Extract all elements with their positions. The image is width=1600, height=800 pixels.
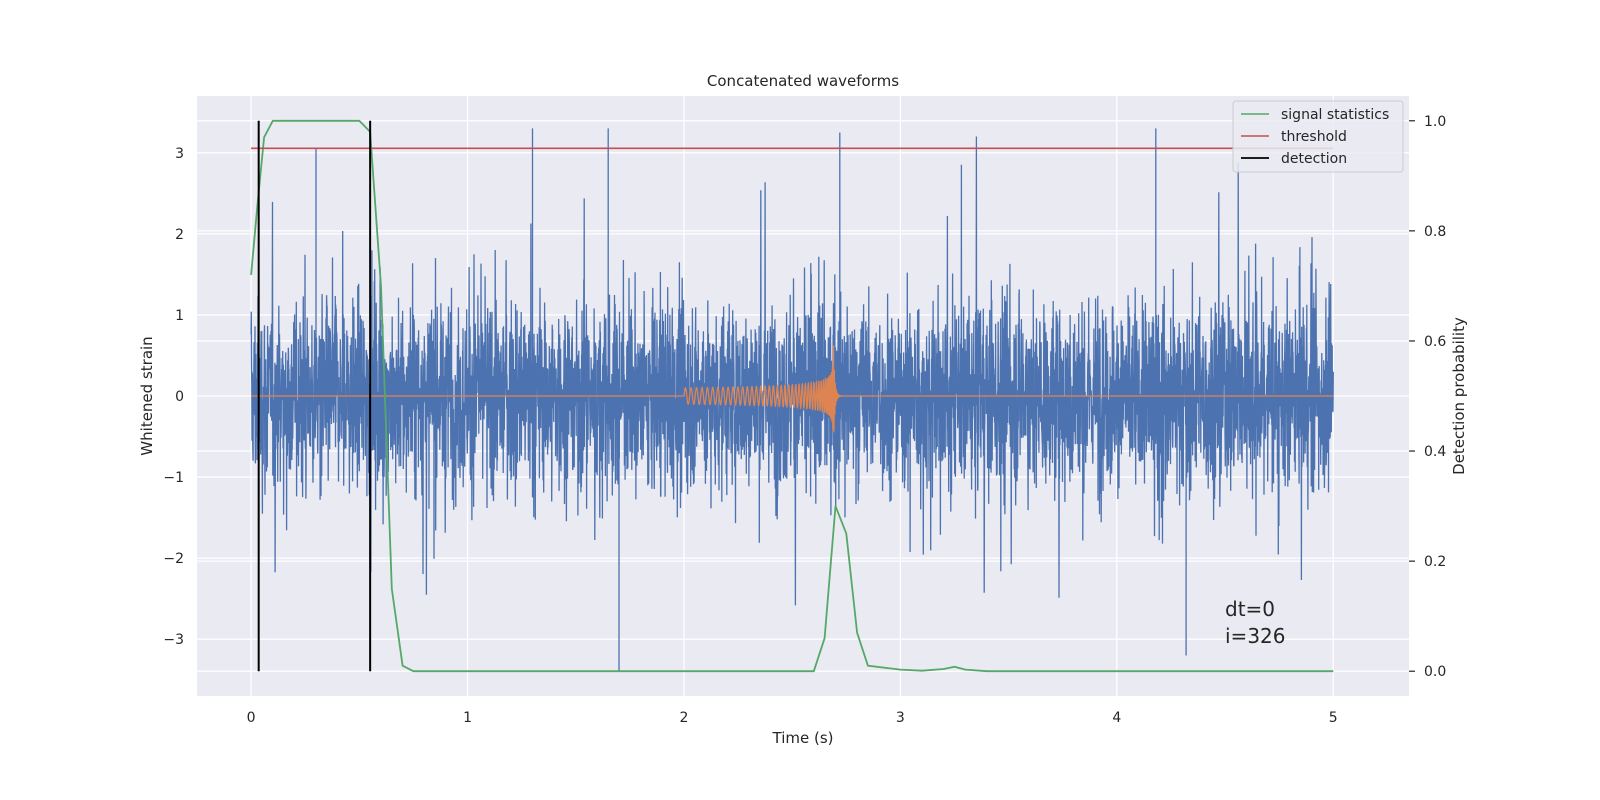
chirp-line [251,345,1334,433]
y2-tick-label: 0.4 [1424,444,1446,460]
y-tick-label: 0 [175,389,184,405]
x-tick-label: 2 [680,710,689,726]
x-tick-label: 1 [463,710,472,726]
y-tick-label: −1 [163,470,184,486]
y2-tick-label: 0.0 [1424,664,1446,680]
x-axis-ticks: 0 1 2 3 4 5 [247,710,1338,726]
y-axis-label: Whitened strain [138,336,156,455]
annotation-index: i=326 [1225,624,1286,648]
y2-axis-label: Detection probability [1450,317,1468,475]
y2-tick-label: 0.6 [1424,334,1446,350]
y2-tick-label: 0.2 [1424,554,1446,570]
legend-label-signal-statistics: signal statistics [1281,107,1389,123]
x-tick-label: 4 [1112,710,1121,726]
signal-statistics-line [250,119,1334,673]
chart-title: Concatenated waveforms [707,72,899,90]
y-tick-label: 1 [175,308,184,324]
x-axis-label: Time (s) [772,729,834,747]
legend-label-detection: detection [1281,151,1347,167]
x-tick-label: 5 [1329,710,1338,726]
x-tick-label: 3 [896,710,905,726]
y-axis-ticks: −3 −2 −1 0 1 2 3 [163,146,184,648]
y2-tick-label: 0.8 [1424,224,1446,240]
signal-statistics-series [250,119,1334,673]
legend-box [1232,100,1404,173]
y-tick-label: 2 [175,227,184,243]
legend: signal statistics threshold detection [1232,100,1404,173]
y-tick-label: −3 [163,632,184,648]
detection-lines [257,120,372,672]
annotation-dt: dt=0 [1225,597,1275,621]
y-tick-label: 3 [175,146,184,162]
x-tick-label: 0 [247,710,256,726]
chirp-series [251,345,1334,433]
y2-tick-label: 1.0 [1424,114,1446,130]
y2-axis-ticks: 0.0 0.2 0.4 0.6 0.8 1.0 [1409,114,1446,680]
legend-label-threshold: threshold [1281,129,1347,145]
y-tick-label: −2 [163,551,184,567]
